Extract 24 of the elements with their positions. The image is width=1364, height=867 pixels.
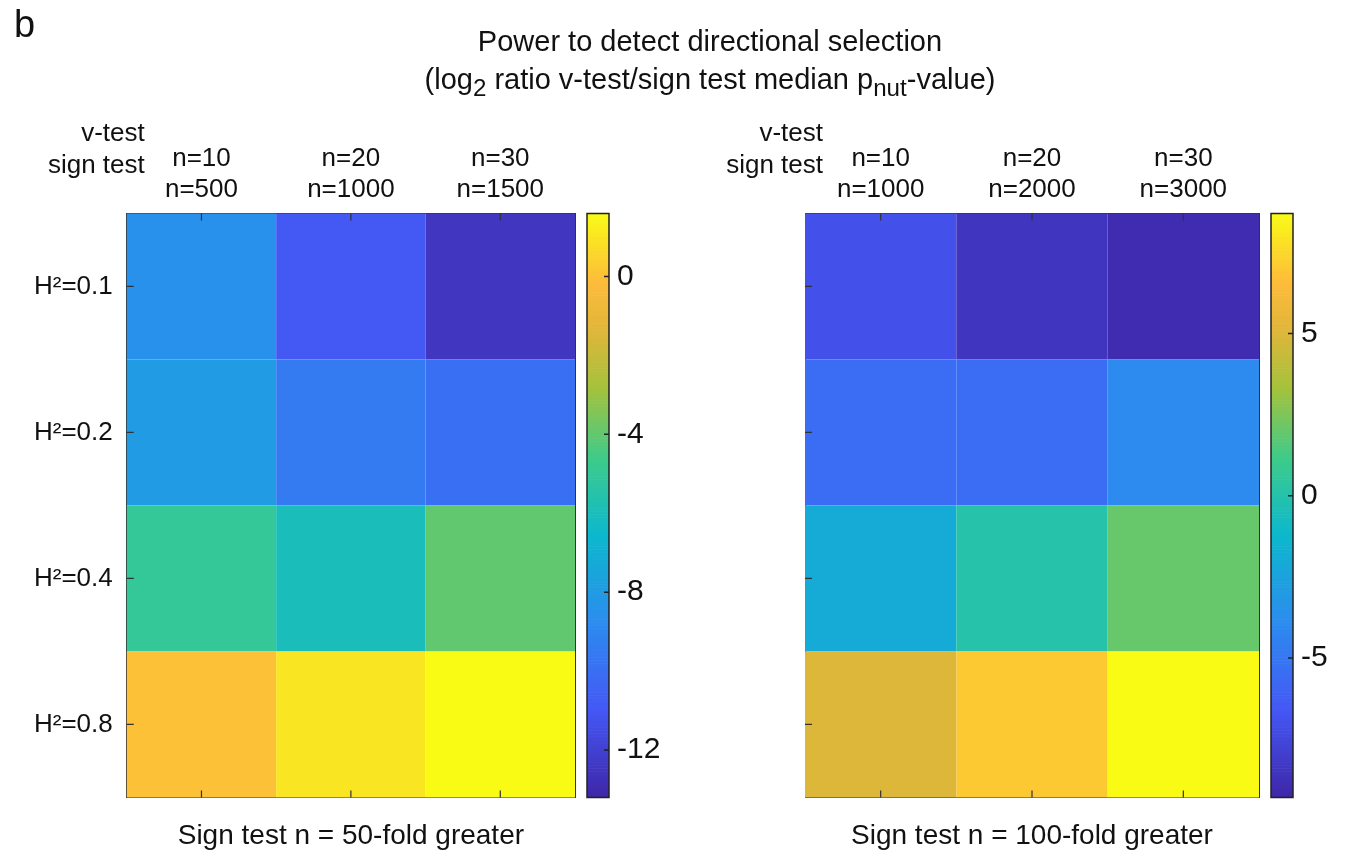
x-axis-title: Sign test n = 100-fold greater <box>851 818 1213 850</box>
x-tick-label: n=20 n=2000 <box>988 141 1076 203</box>
color-bar-label: 0 <box>1301 476 1318 510</box>
x-axis-title: Sign test n = 50-fold greater <box>177 818 525 850</box>
color-bar-label: -8 <box>617 573 644 607</box>
text: v-test sign test <box>47 116 146 179</box>
y-tick-label: H²=0.1 <box>34 269 113 300</box>
color-bar-label: -12 <box>617 731 661 765</box>
text: b <box>14 3 36 46</box>
x-tick-label: n=30 n=3000 <box>1139 141 1228 203</box>
color-bar-label: -5 <box>1301 639 1328 673</box>
y-tick-label: H²=0.4 <box>34 561 113 592</box>
y-tick-label: H²=0.2 <box>34 415 113 446</box>
x-tick-label: n=10 n=500 <box>164 141 238 203</box>
y-tick-label: H²=0.8 <box>34 707 113 738</box>
text: v-test sign test <box>726 116 824 179</box>
x-tick-label: n=20 n=1000 <box>307 141 395 203</box>
text: Power to detect directional selection <box>476 24 944 59</box>
x-tick-label: n=30 n=1500 <box>456 141 545 203</box>
x-tick-label: n=10 n=1000 <box>836 141 925 203</box>
color-bar-label: 5 <box>1301 314 1318 348</box>
color-bar-label: -4 <box>617 415 644 449</box>
color-bar-label: 0 <box>617 257 634 291</box>
text: (log$_{2}$ ratio v-test/sign test median p$_{nut}$-value) <box>423 62 997 103</box>
